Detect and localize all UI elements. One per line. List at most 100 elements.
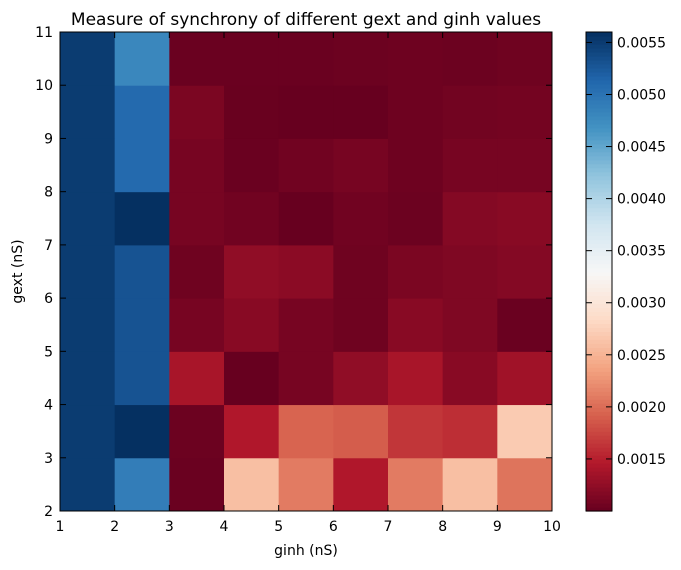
- heatmap-cell: [497, 191, 553, 246]
- colorbar-segment: [586, 487, 612, 492]
- heatmap-cell: [442, 404, 498, 459]
- heatmap-cell: [333, 32, 389, 86]
- heatmap-cell: [333, 191, 389, 246]
- colorbar-segment: [586, 131, 612, 137]
- heatmap-cell: [497, 85, 553, 139]
- colorbar-segment: [586, 363, 612, 368]
- colorbar-segment: [586, 51, 612, 57]
- colorbar-segment: [586, 403, 612, 408]
- colorbar-segment: [586, 195, 612, 201]
- y-tick-label: 6: [44, 291, 53, 307]
- heatmap-cell: [333, 298, 389, 352]
- heatmap-cell: [114, 138, 170, 193]
- heatmap-cell: [278, 457, 334, 512]
- heatmap-cell: [60, 32, 116, 86]
- colorbar-segment: [586, 187, 612, 193]
- x-tick-label: 1: [56, 519, 65, 535]
- colorbar-segment: [586, 359, 612, 364]
- colorbar-segment: [586, 439, 612, 444]
- y-tick-label: 2: [44, 504, 53, 520]
- heatmap-cell: [388, 244, 444, 299]
- heatmap-cell: [169, 404, 225, 459]
- colorbar-segment: [586, 375, 612, 380]
- heatmap-cell: [114, 457, 170, 512]
- heatmap-cell: [497, 404, 553, 459]
- colorbar-segment: [586, 151, 612, 157]
- colorbar-tick-label: 0.0040: [617, 192, 666, 208]
- y-tick-label: 4: [44, 398, 53, 414]
- colorbar-segment: [586, 331, 612, 336]
- heatmap-cell: [333, 244, 389, 299]
- colorbar-tick-label: 0.0050: [617, 87, 666, 103]
- chart-title: Measure of synchrony of different gext a…: [71, 10, 541, 30]
- plot-frame: [59, 31, 553, 512]
- x-tick-label: 6: [329, 519, 338, 535]
- colorbar-segment: [586, 311, 612, 317]
- colorbar-segment: [586, 419, 612, 424]
- colorbar-segment: [586, 431, 612, 436]
- heatmap-cell: [114, 32, 170, 86]
- colorbar-segment: [586, 127, 612, 133]
- heatmap-cell: [224, 298, 280, 352]
- heatmap-cell: [224, 85, 280, 139]
- y-tick-label: 8: [44, 185, 53, 201]
- colorbar-segment: [586, 463, 612, 468]
- y-axis-label: gext (nS): [10, 239, 26, 303]
- heatmap-cell: [60, 85, 116, 139]
- colorbar-segment: [586, 267, 612, 273]
- colorbar-segment: [586, 415, 612, 420]
- colorbar-segment: [586, 471, 612, 476]
- colorbar-segment: [586, 475, 612, 480]
- heatmap-cell: [442, 457, 498, 512]
- colorbar-segment: [586, 279, 612, 285]
- colorbar-segment: [586, 43, 612, 49]
- colorbar-segment: [586, 139, 612, 145]
- colorbar-segment: [586, 211, 612, 217]
- colorbar-segment: [586, 32, 612, 37]
- colorbar-segment: [586, 379, 612, 384]
- heatmap-cell: [497, 298, 553, 352]
- colorbar-tick-label: 0.0015: [617, 452, 666, 468]
- colorbar-frame: [585, 31, 613, 512]
- heatmap-cell: [333, 351, 389, 406]
- heatmap-cell: [224, 351, 280, 406]
- x-tick-label: 9: [493, 519, 502, 535]
- heatmap-cell: [224, 138, 280, 193]
- colorbar-segment: [586, 275, 612, 281]
- colorbar-segment: [586, 215, 612, 221]
- heatmap-cell: [388, 32, 444, 86]
- colorbar-segment: [586, 335, 612, 340]
- x-tick-label: 7: [384, 519, 393, 535]
- heatmap-cell: [497, 138, 553, 193]
- colorbar-segment: [586, 175, 612, 181]
- heatmap-cell: [278, 298, 334, 352]
- x-tick-label: 8: [438, 519, 447, 535]
- colorbar-segment: [586, 171, 612, 177]
- colorbar-segment: [586, 67, 612, 73]
- colorbar-segment: [586, 83, 612, 89]
- colorbar-segment: [586, 291, 612, 297]
- colorbar-segment: [586, 39, 612, 45]
- y-tick-label: 11: [35, 25, 53, 41]
- colorbar-segment: [586, 227, 612, 233]
- y-tick-label: 3: [44, 451, 53, 467]
- colorbar-segment: [586, 47, 612, 53]
- heatmap-cell: [169, 457, 225, 512]
- colorbar-segment: [586, 343, 612, 348]
- colorbar-segment: [586, 423, 612, 428]
- heatmap-cell: [278, 244, 334, 299]
- colorbar-segment: [586, 163, 612, 169]
- colorbar-segment: [586, 147, 612, 153]
- heatmap-cell: [169, 32, 225, 86]
- heatmap-cell: [224, 457, 280, 512]
- colorbar-segment: [586, 323, 612, 328]
- heatmap-cell: [278, 191, 334, 246]
- colorbar-segment: [586, 479, 612, 484]
- heatmap-cell: [388, 351, 444, 406]
- colorbar-segment: [586, 495, 612, 500]
- colorbar-segment: [586, 315, 612, 320]
- colorbar-segment: [586, 103, 612, 109]
- heatmap-cell: [60, 351, 116, 406]
- colorbar-segment: [586, 491, 612, 496]
